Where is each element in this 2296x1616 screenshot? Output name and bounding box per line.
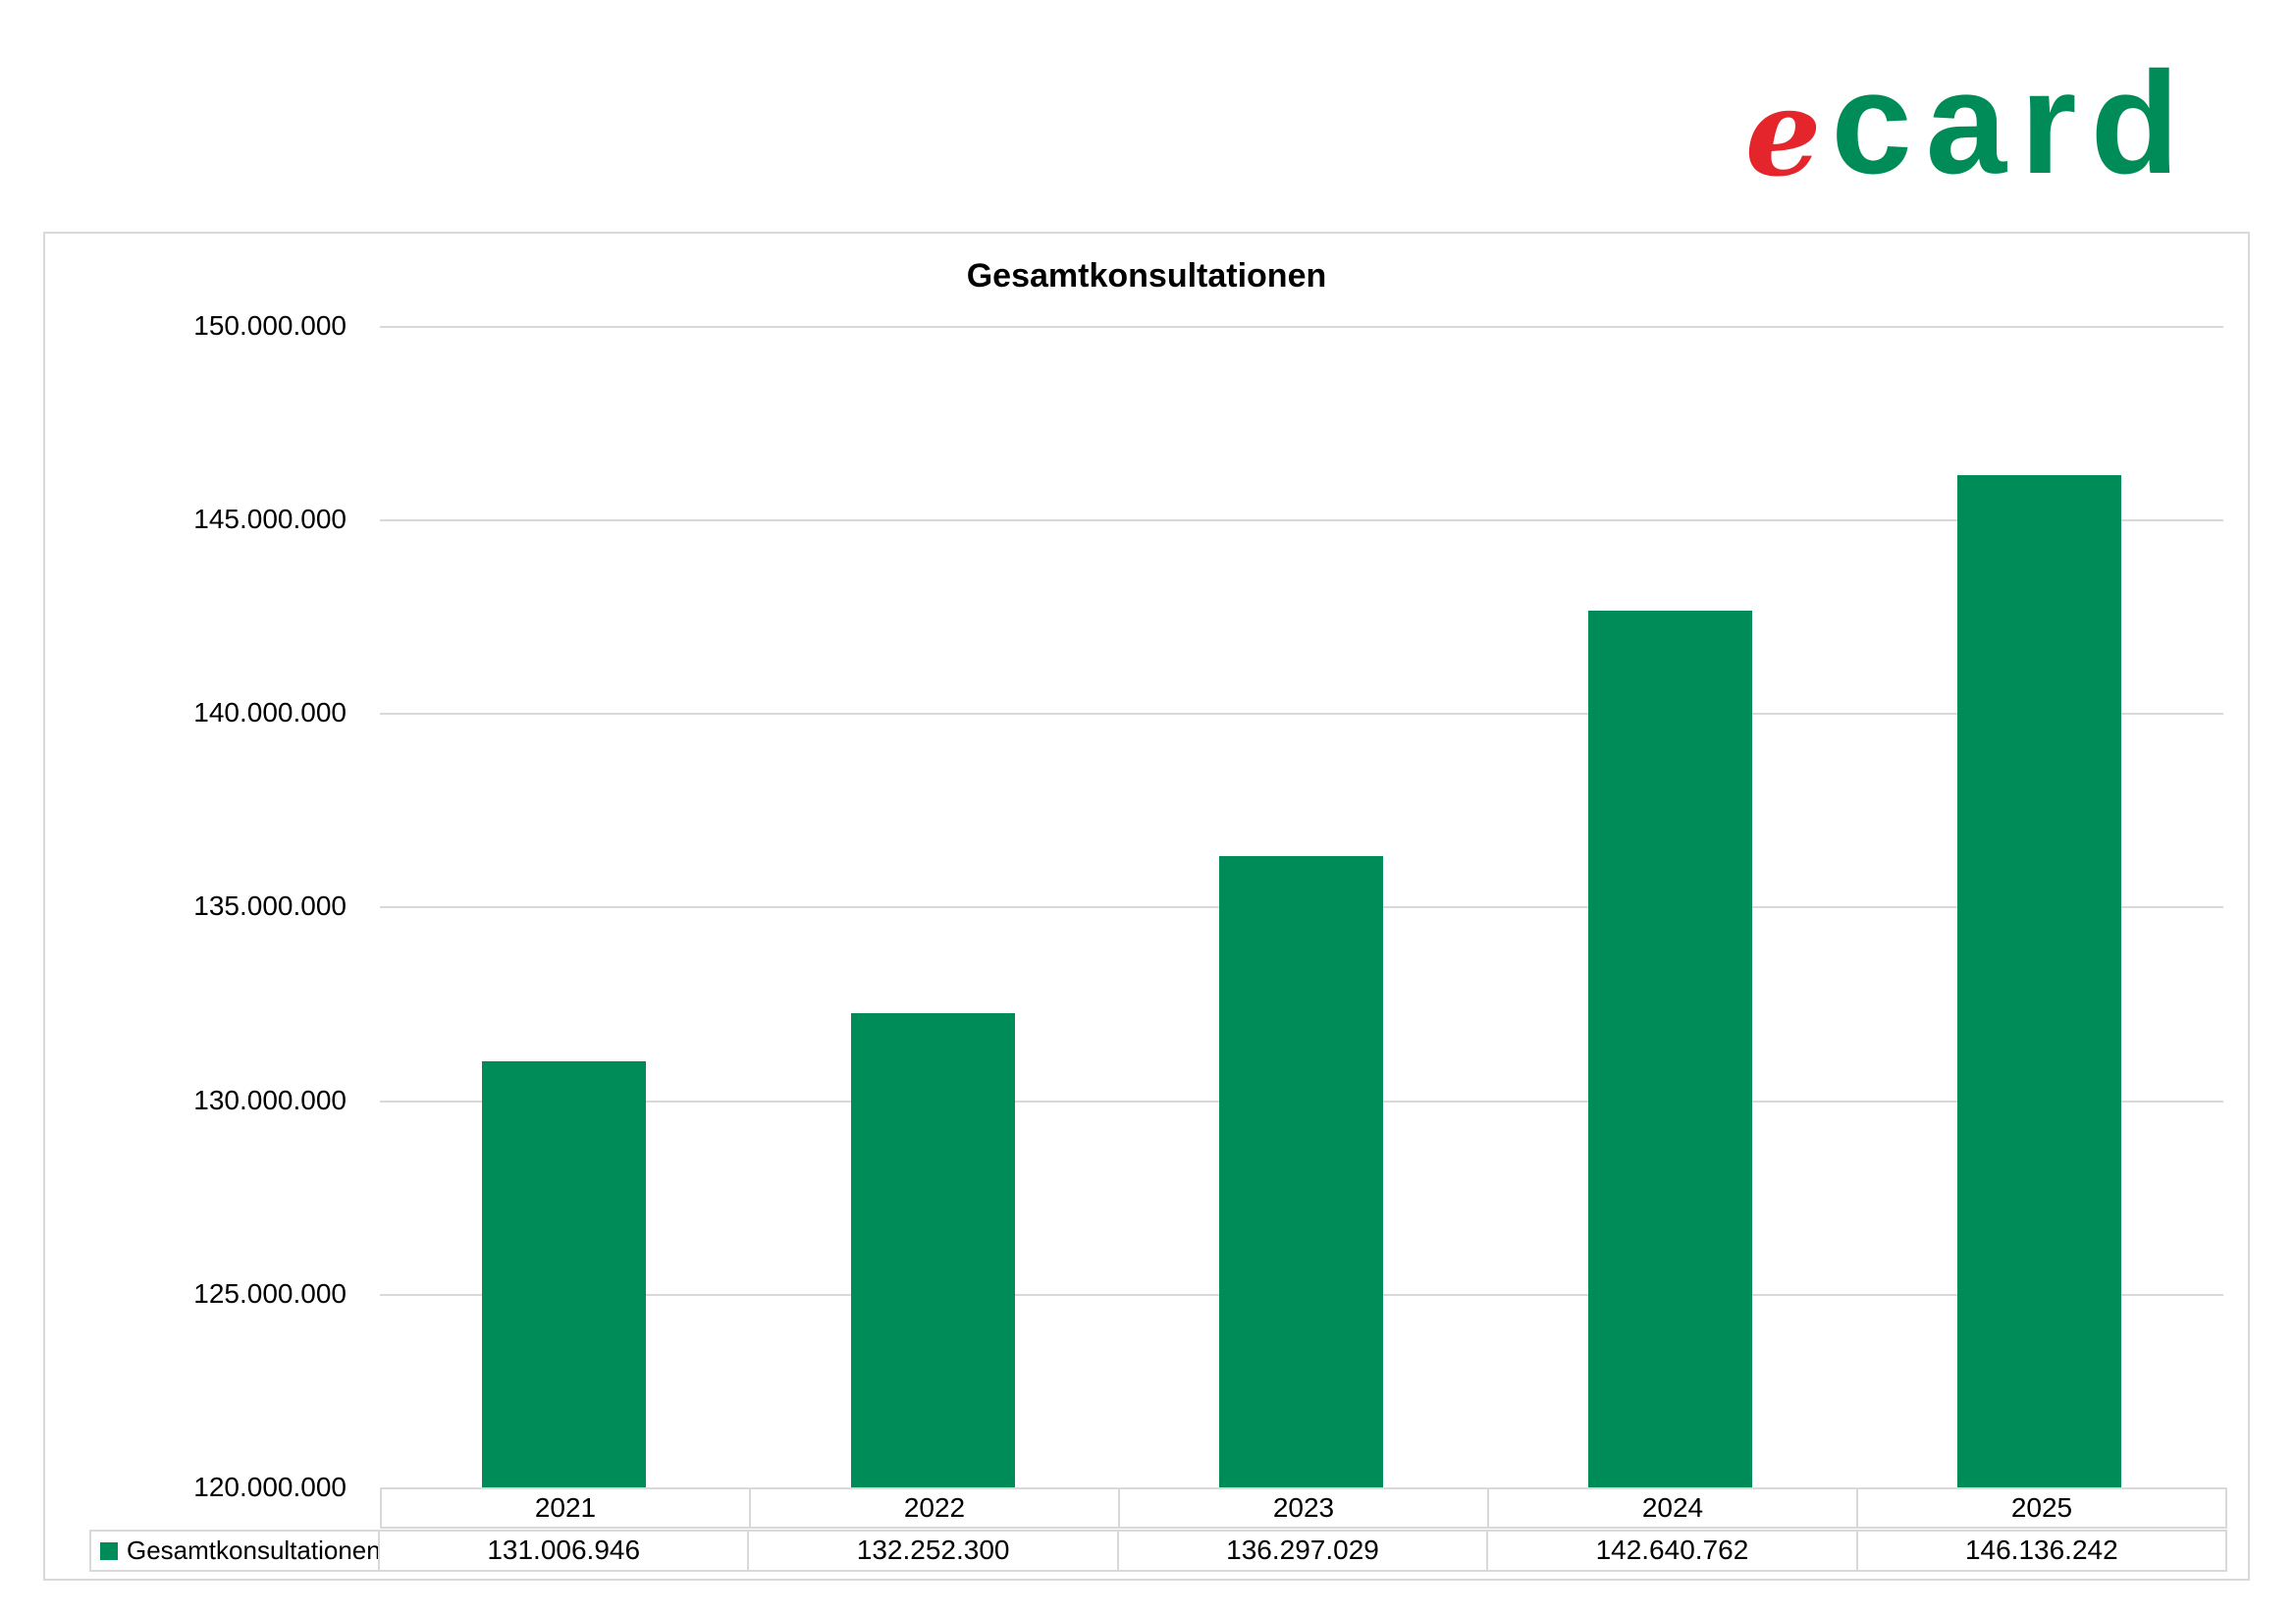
y-tick-label: 150.000.000 [193, 310, 347, 341]
year-cell: 2024 [1487, 1489, 1856, 1527]
value-cell: 146.136.242 [1855, 1532, 2225, 1570]
y-tick-label: 120.000.000 [193, 1472, 347, 1502]
bar-2025 [1956, 475, 2121, 1487]
y-tick-label: 135.000.000 [193, 890, 347, 921]
gridline [380, 326, 2223, 328]
bar-slot-2025 [1854, 326, 2223, 1487]
value-cell: 142.640.762 [1486, 1532, 1855, 1570]
year-cell: 2025 [1856, 1489, 2225, 1527]
legend-label: Gesamtkonsultationen [127, 1535, 381, 1565]
bar-slot-2022 [749, 326, 1118, 1487]
y-tick-label: 140.000.000 [193, 697, 347, 727]
value-cell: 131.006.946 [378, 1532, 747, 1570]
bar-slot-2021 [380, 326, 749, 1487]
gridline [380, 713, 2223, 715]
bar-2022 [850, 1012, 1015, 1487]
year-cell: 2023 [1118, 1489, 1487, 1527]
year-cell: 2022 [749, 1489, 1118, 1527]
y-tick-label: 145.000.000 [193, 504, 347, 534]
chart-frame: Gesamtkonsultationen 150.000.000 145.000… [43, 232, 2250, 1581]
plot-area [380, 326, 2223, 1487]
data-table-year-row: 2021 2022 2023 2024 2025 [380, 1487, 2227, 1529]
chart-title: Gesamtkonsultationen [966, 257, 1327, 295]
logo-e-glyph: e [1744, 62, 1822, 203]
bar-2021 [482, 1060, 647, 1487]
y-tick-label: 125.000.000 [193, 1278, 347, 1309]
gridline [380, 519, 2223, 521]
data-table-value-row: Gesamtkonsultationen 131.006.946 132.252… [89, 1530, 2227, 1572]
bar-series [380, 326, 2223, 1487]
value-cell: 132.252.300 [747, 1532, 1116, 1570]
value-cell: 136.297.029 [1116, 1532, 1486, 1570]
y-axis-labels: 150.000.000 145.000.000 140.000.000 135.… [45, 234, 347, 1579]
year-cell: 2021 [534, 1492, 597, 1523]
legend-key-icon [100, 1541, 118, 1560]
bar-slot-2023 [1117, 326, 1486, 1487]
y-tick-label: 130.000.000 [193, 1085, 347, 1115]
bar-2024 [1588, 611, 1753, 1487]
legend-cell: Gesamtkonsultationen [91, 1532, 381, 1570]
logo-card-text: card [1831, 42, 2193, 204]
bar-2023 [1219, 856, 1384, 1487]
ecard-logo: e card [1745, 51, 2193, 196]
bar-slot-2024 [1486, 326, 1855, 1487]
